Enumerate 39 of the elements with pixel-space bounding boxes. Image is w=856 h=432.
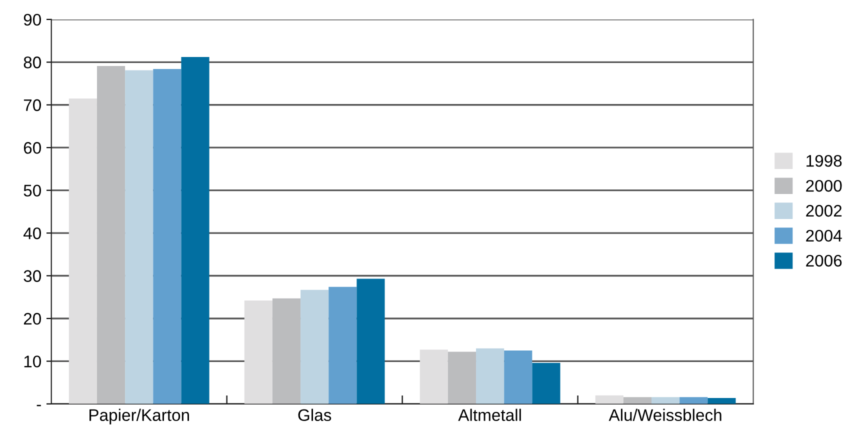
x-tick-label: Glas (298, 408, 332, 422)
y-tick-label: 40 (23, 227, 41, 240)
bar (125, 70, 154, 404)
legend-label: 2002 (806, 204, 842, 217)
bar (68, 98, 97, 404)
legend-label: 2004 (806, 230, 842, 242)
bar (300, 290, 329, 404)
bar (420, 350, 448, 404)
y-tick-label: 60 (24, 142, 41, 154)
bar (96, 66, 126, 404)
bar (532, 362, 560, 404)
y-tick-label: 50 (24, 184, 41, 197)
bar (244, 300, 272, 404)
bar (708, 398, 736, 404)
x-tick-label: Papier/Karton (90, 408, 189, 424)
y-tick-label: 10 (24, 356, 41, 368)
bar (680, 397, 708, 404)
x-tick-label: Altmetall (458, 408, 521, 422)
bar (448, 352, 476, 404)
bar (504, 350, 532, 404)
legend-label: 2006 (806, 254, 842, 267)
y-tick-label: 30 (24, 270, 41, 282)
x-tick-label: Alu/Weissblech (608, 408, 722, 422)
legend-label: 1998 (806, 154, 842, 167)
bar (328, 286, 357, 404)
bar (623, 397, 652, 404)
bar (356, 278, 385, 404)
y-tick-label: 70 (24, 99, 41, 112)
bar (153, 68, 182, 404)
y-tick-label: - (36, 404, 41, 406)
y-tick-label: 90 (24, 14, 41, 26)
y-tick-label: 20 (24, 312, 41, 325)
bar (272, 298, 301, 404)
y-tick-label: 80 (24, 56, 41, 68)
bar (652, 397, 680, 404)
bar (595, 395, 624, 404)
bar (181, 57, 210, 404)
bar (476, 348, 504, 404)
legend-label: 2000 (806, 180, 842, 192)
